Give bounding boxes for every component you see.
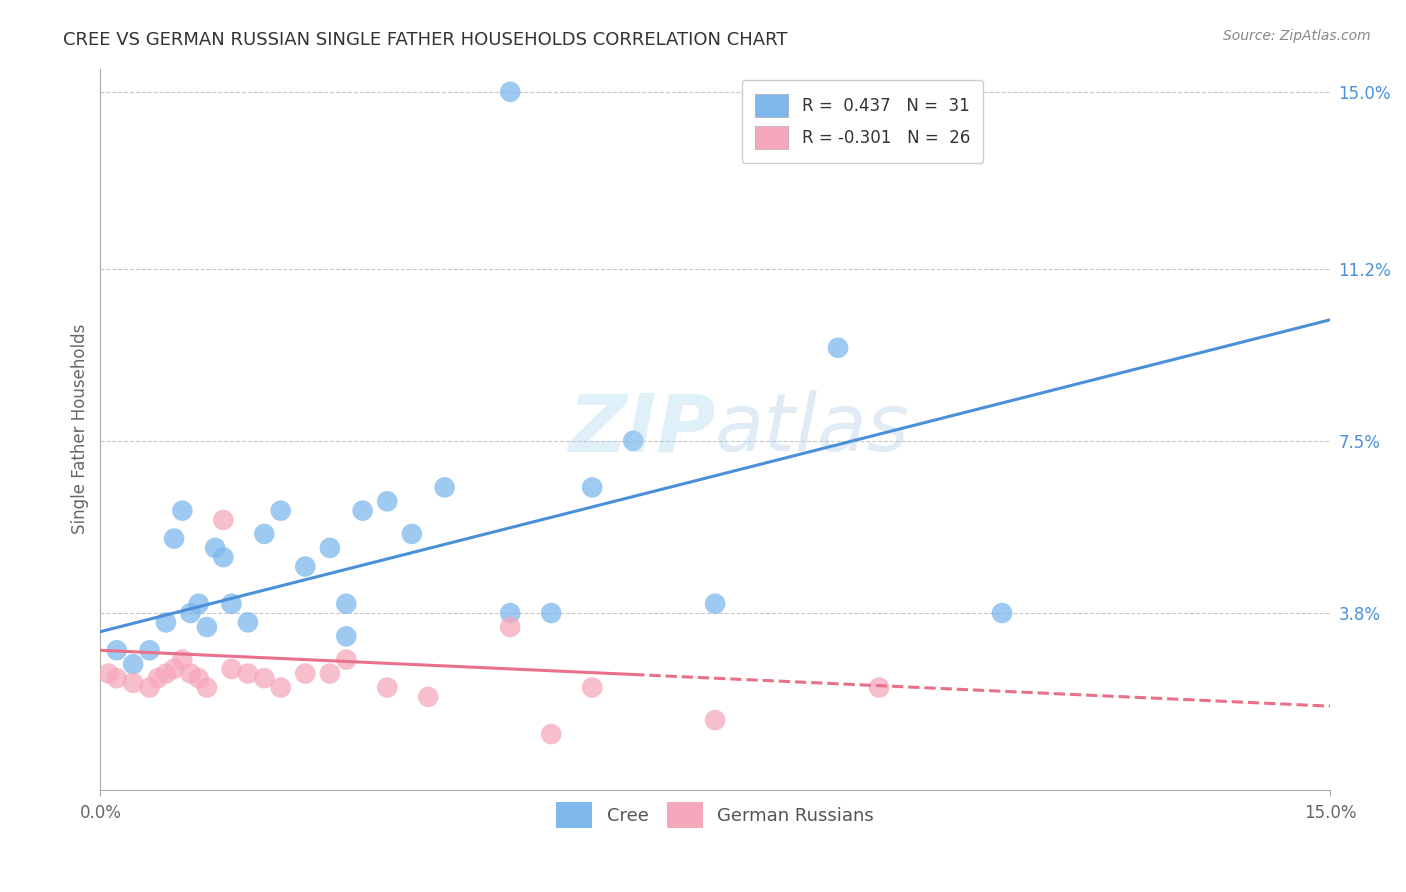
Point [122,657,145,672]
Point [180,666,202,681]
Point [204,541,226,555]
Point [97,666,120,681]
Point [499,85,522,99]
Point [294,666,316,681]
Point [335,597,357,611]
Point [581,480,603,494]
Point [221,597,243,611]
Point [163,662,186,676]
Text: atlas: atlas [716,390,910,468]
Text: ZIP: ZIP [568,390,716,468]
Point [105,671,128,685]
Point [319,541,342,555]
Point [163,532,186,546]
Y-axis label: Single Father Households: Single Father Households [72,324,89,534]
Text: CREE VS GERMAN RUSSIAN SINGLE FATHER HOUSEHOLDS CORRELATION CHART: CREE VS GERMAN RUSSIAN SINGLE FATHER HOU… [63,31,787,49]
Point [375,494,398,508]
Point [270,681,292,695]
Point [375,681,398,695]
Point [294,559,316,574]
Point [868,681,890,695]
Point [180,606,202,620]
Point [401,527,423,541]
Point [540,727,562,741]
Point [352,503,374,517]
Point [499,620,522,634]
Point [195,620,218,634]
Point [172,652,194,666]
Point [236,615,259,630]
Point [187,597,209,611]
Point [155,615,177,630]
Point [540,606,562,620]
Point [172,503,194,517]
Legend: Cree, German Russians: Cree, German Russians [548,795,882,835]
Point [253,527,276,541]
Point [335,652,357,666]
Point [335,629,357,643]
Point [138,681,160,695]
Point [827,341,849,355]
Point [212,513,235,527]
Text: Source: ZipAtlas.com: Source: ZipAtlas.com [1223,29,1371,43]
Point [621,434,644,448]
Point [236,666,259,681]
Point [122,676,145,690]
Point [433,480,456,494]
Point [991,606,1014,620]
Point [187,671,209,685]
Point [319,666,342,681]
Point [581,681,603,695]
Point [138,643,160,657]
Point [221,662,243,676]
Point [704,597,727,611]
Point [418,690,440,704]
Point [195,681,218,695]
Point [146,671,169,685]
Point [270,503,292,517]
Point [155,666,177,681]
Point [704,713,727,727]
Point [212,550,235,565]
Point [499,606,522,620]
Point [253,671,276,685]
Point [105,643,128,657]
